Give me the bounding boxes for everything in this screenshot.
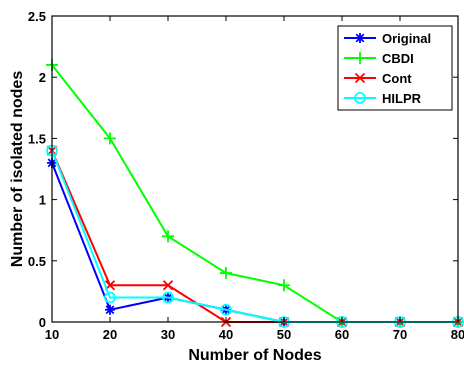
x-tick-label: 10	[45, 327, 59, 342]
axes-frame	[51, 15, 459, 323]
data-point-original-20	[105, 304, 115, 315]
data-point-hilpr-30	[162, 291, 174, 304]
legend-item-original: Original	[344, 31, 431, 46]
x-tick-label: 50	[277, 327, 291, 342]
y-tick-label: 2	[39, 70, 46, 85]
x-tick-label: 40	[219, 327, 233, 342]
y-tick-label: 0.5	[28, 254, 46, 269]
x-tick-label: 80	[451, 327, 464, 342]
data-point-cbdi-30	[162, 230, 174, 243]
legend-item-cbdi: CBDI	[344, 51, 414, 66]
legend-label: Original	[382, 31, 431, 46]
y-tick-label: 1.5	[28, 131, 46, 146]
legend-item-hilpr: HILPR	[344, 91, 422, 106]
data-point-cbdi-50	[278, 279, 290, 292]
x-tick-label: 30	[161, 327, 175, 342]
legend-label: Cont	[382, 71, 412, 86]
data-point-cbdi-20	[104, 132, 116, 145]
x-tick-label: 70	[393, 327, 407, 342]
x-tick-label: 20	[103, 327, 117, 342]
legend-item-cont: Cont	[344, 71, 412, 86]
axes-layer: 10 20 30 40 50 60 70 80 0 0.5 1 1.5 2 2.5	[28, 9, 464, 342]
legend-marker-hilpr	[354, 92, 366, 104]
legend: Original CBDI Cont HILPR	[337, 25, 453, 111]
y-tick-label: 1	[39, 193, 46, 208]
y-axis-title: Number of isolated nodes	[9, 71, 26, 268]
data-point-cont-30	[162, 280, 174, 291]
y-tick-label: 0	[39, 315, 46, 330]
legend-label: HILPR	[382, 91, 422, 106]
x-tick-label: 60	[335, 327, 349, 342]
y-tick-label: 2.5	[28, 9, 46, 24]
data-point-cbdi-40	[220, 267, 232, 280]
data-point-hilpr-20	[104, 291, 116, 304]
legend-marker-original	[355, 33, 365, 43]
legend-marker-cbdi	[354, 52, 366, 64]
data-point-hilpr-40	[220, 303, 232, 316]
legend-label: CBDI	[382, 51, 414, 66]
x-axis-title: Number of Nodes	[188, 347, 321, 364]
legend-marker-cont	[354, 72, 366, 84]
